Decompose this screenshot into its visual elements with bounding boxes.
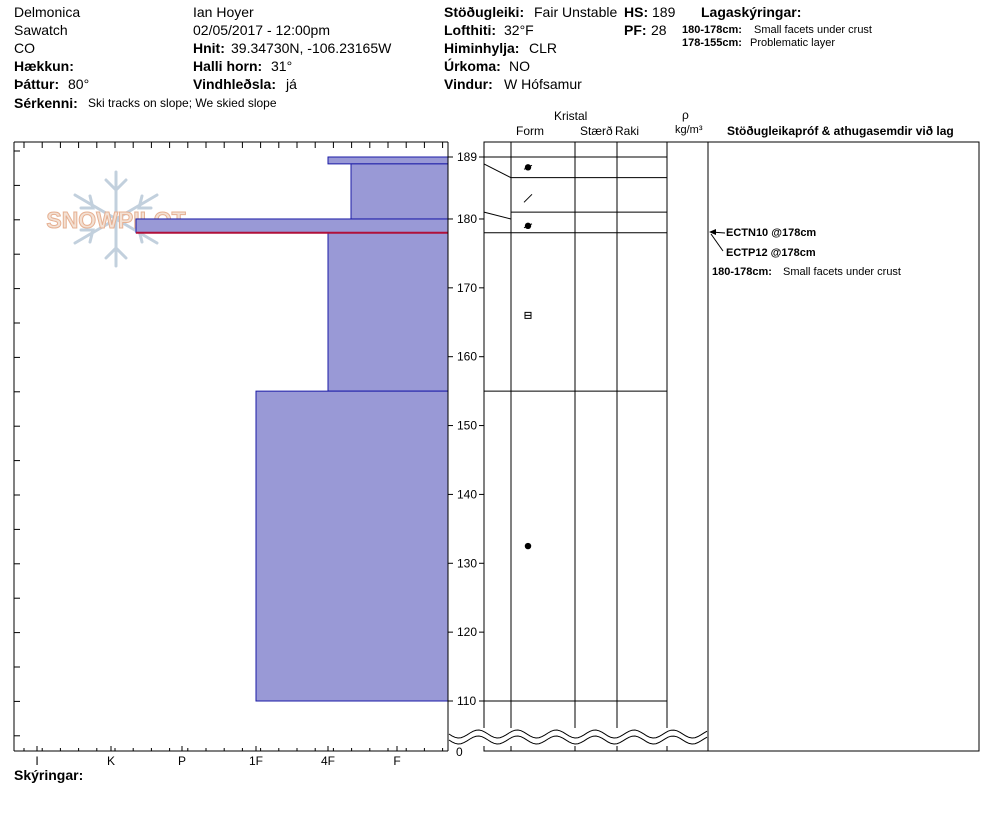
depth-tick-130: 130 [457,556,477,570]
rho-header: ρ [682,108,689,122]
wind-loading-label: Vindhleðsla: [193,76,276,92]
moisture-header: Raki [615,124,640,138]
form-header: Form [516,124,544,138]
hardness-label-f: F [393,754,400,768]
air-temp-value: 32°F [504,22,534,38]
depth-tick-170: 170 [457,281,477,295]
air-temp-label: Lofthiti: [444,22,497,38]
sky-cover-value: CLR [529,40,558,56]
hardness-label-k: K [107,754,115,768]
stability-tests-header: Stöðugleikapróf & athugasemdir við lag [727,124,954,138]
size-header: Stærð [580,124,613,138]
coordinates-value: 39.34730N, -106.23165W [231,40,392,56]
legend-range-1: 180-178cm: [682,24,742,36]
slope-angle-value: 31° [271,58,293,74]
mountain-range: Sawatch [14,22,68,38]
depth-tick-180: 180 [457,212,477,226]
hs-value: 189 [652,4,676,20]
pf-label: PF: [624,22,647,38]
layer-comment-range: 180-178cm: [712,266,772,278]
hardness-layer-2 [350,163,449,220]
depth-tick-150: 150 [457,419,477,433]
depth-zero-label: 0 [456,745,463,759]
location-name: Delmonica [14,4,81,20]
test-result-2: ECTP12 @178cm [726,247,816,259]
hardness-label-p: P [178,754,186,768]
observation-datetime: 02/05/2017 - 12:00pm [193,22,330,38]
stability-label: Stöðugleiki: [444,4,525,20]
hardness-label-i: I [35,754,38,768]
hs-label: HS: [624,4,649,20]
crystal-header: Kristal [554,109,588,123]
crystal-melt-freeze-crust-icon [523,222,533,230]
features-value: Ski tracks on slope; We skied slope [88,96,277,110]
depth-axis: 110 120 130 140 150 160 170 180 189 0 [447,142,484,759]
coordinates-label: Hnit: [193,40,225,56]
depth-tick-160: 160 [457,350,477,364]
sky-cover-label: Himinhylja: [444,40,520,56]
test-result-1: ECTN10 @178cm [726,227,817,239]
legend-range-2: 178-155cm: [682,37,742,49]
hardness-plot: I K P 1F 4F F [13,141,449,768]
hardness-label-4f: 4F [321,754,335,768]
hardness-layer-1 [327,156,449,165]
elevation-label: Hækkun: [14,58,74,74]
wind-value: W Hófsamur [504,76,582,92]
state: CO [14,40,35,56]
tests-panel [707,141,980,752]
slope-angle-label: Halli horn: [193,58,263,74]
crystal-melt-freeze-crust-icon [523,164,533,171]
legend-title: Lagaskýringar: [701,4,802,20]
depth-tick-140: 140 [457,487,477,501]
hardness-layer-5 [255,390,449,702]
depth-tick-120: 120 [457,625,477,639]
stability-value: Fair Unstable [534,4,618,20]
observer-name: Ian Hoyer [193,4,254,20]
aspect-value: 80° [68,76,90,92]
precipitation-value: NO [509,58,530,74]
wind-loading-value: já [286,76,297,92]
crystal-faceted-crystals-icon [524,311,532,319]
hardness-layer-4 [327,232,449,392]
crystal-decomposing-fragments-icon [523,193,533,203]
depth-tick-110: 110 [457,694,476,708]
pf-value: 28 [651,22,667,38]
density-unit-header: kg/m³ [675,124,703,136]
legend-text-1: Small facets under crust [754,24,872,36]
comments-label: Skýringar: [14,767,84,783]
crystal-rounded-grains-icon [524,542,532,550]
aspect-label: Þáttur: [14,76,60,92]
hardness-layer-3 [135,218,449,234]
features-label: Sérkenni: [14,95,78,111]
wind-label: Vindur: [444,76,493,92]
legend-text-2: Problematic layer [750,37,835,49]
hardness-label-1f: 1F [249,754,263,768]
layer-comment-text: Small facets under crust [783,266,901,278]
precipitation-label: Úrkoma: [444,58,501,74]
depth-tick-189: 189 [457,150,477,164]
crystal-grid [448,141,709,752]
